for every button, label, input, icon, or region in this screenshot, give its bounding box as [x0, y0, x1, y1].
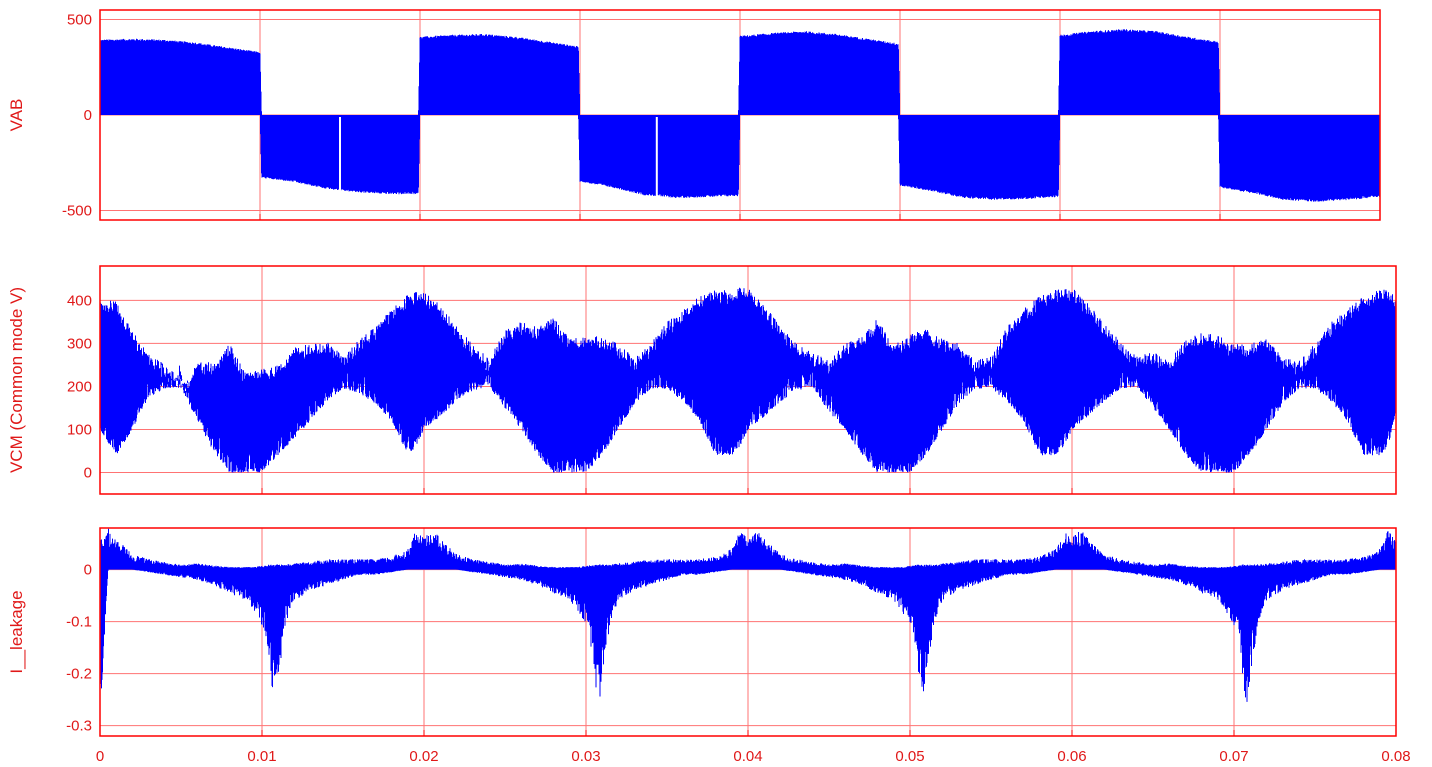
x-tick-label: 0.08: [1381, 748, 1410, 765]
waveform-trace-1: [100, 29, 1380, 202]
y-tick-label: 200: [67, 378, 92, 395]
waveform-trace-2: [100, 287, 1396, 473]
y-tick-label: -0.2: [66, 666, 92, 683]
y-tick-label: -0.1: [66, 614, 92, 631]
y-tick-label: -0.3: [66, 718, 92, 735]
y-tick-label: 0: [84, 562, 92, 579]
y-tick-label: -500: [62, 202, 92, 219]
y-axis-label: VCM (Common mode V): [7, 287, 26, 473]
y-tick-label: 500: [67, 12, 92, 29]
x-tick-label: 0.06: [1057, 748, 1086, 765]
x-tick-label: 0: [96, 748, 104, 765]
panel-1: -500 0 500 VAB: [7, 9, 1381, 221]
x-tick-label: 0.01: [247, 748, 276, 765]
y-tick-label: 0: [84, 464, 92, 481]
y-tick-label: 300: [67, 335, 92, 352]
y-axis-label: VAB: [7, 99, 26, 132]
chart-panels: -500 0 500 VAB 0 100 200 300 400 VCM (Common mode…: [7, 9, 1411, 765]
x-tick-label: 0.02: [409, 748, 438, 765]
x-tick-label: 0.07: [1219, 748, 1248, 765]
y-tick-label: 400: [67, 292, 92, 309]
panel-2: 0 100 200 300 400 VCM (Common mode V): [7, 265, 1397, 495]
x-tick-label: 0.04: [733, 748, 762, 765]
waveform-trace-3: [100, 528, 1396, 702]
x-tick-label: 0.05: [895, 748, 924, 765]
x-tick-label: 0.03: [571, 748, 600, 765]
y-tick-label: 100: [67, 421, 92, 438]
y-axis-label: I__leakage: [7, 590, 26, 673]
panel-3: -0.3 -0.2 -0.1 0 0 0.01 0.02 0.03 0.04 0.05 0.06 0.…: [7, 527, 1411, 765]
y-tick-label: 0: [84, 107, 92, 124]
